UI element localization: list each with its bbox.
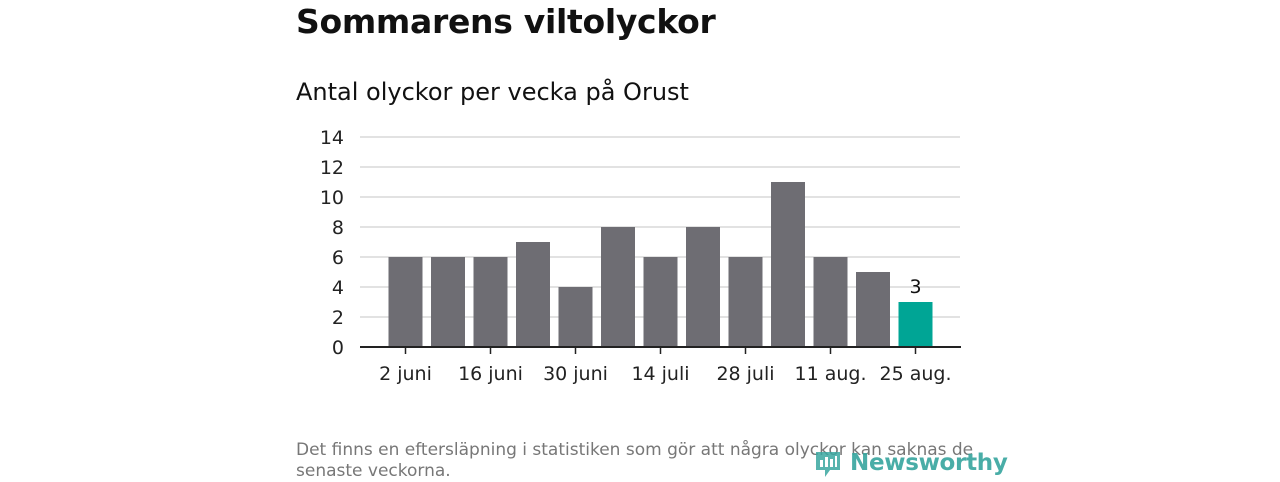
x-tick-label: 2 juni — [379, 363, 432, 385]
y-tick-label: 10 — [320, 187, 344, 209]
x-tick-label: 14 juli — [631, 363, 689, 385]
newsworthy-logo-icon — [816, 452, 840, 477]
x-tick-label: 25 aug. — [879, 363, 951, 385]
chart-subtitle: Antal olyckor per vecka på Orust — [296, 78, 689, 106]
logo-text: Newsworthy — [850, 450, 1008, 476]
bar — [728, 257, 763, 347]
x-tick-label: 30 juni — [543, 363, 608, 385]
y-tick-label: 8 — [332, 217, 344, 239]
bar — [601, 227, 635, 347]
data-labels: 3 — [909, 276, 921, 298]
x-tick-label: 16 juni — [458, 363, 523, 385]
footnote: Det finns en eftersläpning i statistiken… — [296, 440, 974, 481]
y-tick-label: 12 — [320, 157, 344, 179]
data-label: 3 — [909, 276, 921, 298]
bar-chart: 0 2 4 6 8 10 12 14 3 2 juni 16 juni 30 juni 14 jul… — [320, 127, 961, 385]
x-axis-ticks: 2 juni 16 juni 30 juni 14 juli 28 juli 11 aug… — [379, 347, 952, 385]
bar — [856, 272, 890, 347]
chart-title: Sommarens viltolyckor — [296, 2, 716, 41]
x-tick-label: 28 juli — [716, 363, 774, 385]
bar — [473, 257, 508, 347]
newsworthy-logo: Newsworthy — [814, 446, 1008, 480]
bar — [431, 257, 465, 347]
bar — [771, 182, 805, 347]
bar — [686, 227, 720, 347]
x-tick-label: 11 aug. — [794, 363, 866, 385]
y-tick-label: 14 — [320, 127, 344, 149]
y-tick-label: 6 — [332, 247, 344, 269]
y-tick-label: 0 — [332, 337, 344, 359]
y-tick-label: 4 — [332, 277, 344, 299]
bar — [516, 242, 550, 347]
bar — [558, 287, 593, 347]
y-tick-label: 2 — [332, 307, 344, 329]
bar — [898, 302, 933, 347]
bar — [643, 257, 678, 347]
bar — [388, 257, 423, 347]
bar — [813, 257, 848, 347]
y-axis-ticks: 0 2 4 6 8 10 12 14 — [320, 127, 344, 359]
bars — [388, 182, 933, 347]
